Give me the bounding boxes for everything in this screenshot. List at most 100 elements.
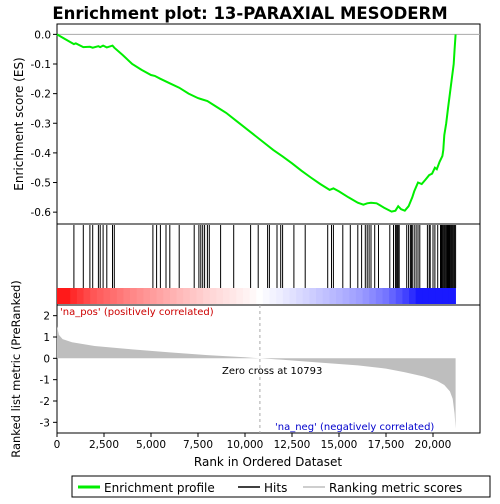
legend-box <box>71 475 491 498</box>
color-bar-segment <box>242 288 251 304</box>
color-bar-segment <box>262 288 270 304</box>
x-tick-label: 10,000 <box>227 439 264 451</box>
color-bar-segment <box>302 288 310 304</box>
hit-lines <box>73 225 457 288</box>
color-bar-segment <box>428 288 437 304</box>
es-y-tick-label: -0.2 <box>31 89 52 101</box>
x-tick-label: 12,500 <box>274 439 311 451</box>
color-bar-segment <box>382 288 390 304</box>
color-bar-segment <box>355 288 363 304</box>
color-bar-segment <box>76 288 84 304</box>
color-bar-segment <box>435 288 443 304</box>
negative-correlation-label: 'na_neg' (negatively correlated) <box>275 422 434 433</box>
color-bar-segment <box>289 288 297 304</box>
metric-y-tick-label: 2 <box>43 311 50 323</box>
color-bar-segment <box>183 288 191 304</box>
chart-title: Enrichment plot: 13-PARAXIAL MESODERM <box>52 4 447 23</box>
x-tick-label: 20,000 <box>415 439 452 451</box>
color-bar-segment <box>415 288 423 304</box>
color-bar-segment <box>209 288 217 304</box>
es-y-tick-label: -0.1 <box>31 59 52 71</box>
es-y-ticks: 0.0 -0.1 -0.2 -0.3 -0.4 -0.5 -0.6 <box>31 29 57 219</box>
es-y-axis-label: Enrichment score (ES) <box>12 57 26 190</box>
color-bar-segment <box>422 288 430 304</box>
zero-cross-label: Zero cross at 10793 <box>222 366 322 377</box>
es-y-tick-label: -0.3 <box>31 118 52 130</box>
metric-y-axis-label: Ranked list metric (PreRanked) <box>9 280 23 458</box>
metric-panel: 2 1 0 -1 -2 -3 'na_pos' (positively correlate… <box>40 304 481 434</box>
color-bar-segment <box>163 288 171 304</box>
metric-y-tick-label: 1 <box>43 332 50 344</box>
hits-panel <box>56 223 481 306</box>
color-bar-segment <box>282 288 290 304</box>
color-bar-segment <box>116 288 124 304</box>
color-bar-segment <box>409 288 417 304</box>
color-bar-segment <box>223 288 231 304</box>
color-bar-segment <box>276 288 284 304</box>
metric-y-tick-label: -3 <box>40 417 50 429</box>
x-axis-ticks: 0 2,500 5,000 7,500 10,000 12,500 15,000 17,500… <box>54 433 452 451</box>
color-bar-segment <box>143 288 151 304</box>
es-y-tick-label: -0.5 <box>31 178 52 190</box>
x-tick-label: 15,000 <box>321 439 358 451</box>
ranking-color-bar <box>57 288 456 304</box>
metric-y-ticks: 2 1 0 -1 -2 -3 <box>40 311 57 429</box>
color-bar-segment <box>402 288 410 304</box>
legend-label-profile: Enrichment profile <box>104 481 215 495</box>
x-tick-label: 0 <box>54 439 61 451</box>
color-bar-segment <box>57 288 65 304</box>
color-bar-segment <box>269 288 277 304</box>
color-bar-segment <box>203 288 211 304</box>
color-bar-segment <box>322 288 330 304</box>
color-bar-segment <box>395 288 403 304</box>
color-bar-segment <box>130 288 138 304</box>
color-bar-segment <box>63 288 71 304</box>
color-bar-segment <box>103 288 111 304</box>
color-bar-segment <box>196 288 204 304</box>
color-bar-segment <box>349 288 357 304</box>
color-bar-segment <box>169 288 177 304</box>
color-bar-segment <box>448 288 456 304</box>
color-bar-segment <box>136 288 144 304</box>
legend-label-hits: Hits <box>264 481 287 495</box>
color-bar-segment <box>256 288 264 304</box>
color-bar-segment <box>189 288 197 304</box>
es-y-tick-label: -0.4 <box>31 148 52 160</box>
x-tick-label: 7,500 <box>183 439 213 451</box>
color-bar-segment <box>96 288 104 304</box>
color-bar-segment <box>150 288 158 304</box>
color-bar-segment <box>309 288 317 304</box>
color-bar-segment <box>249 288 257 304</box>
color-bar-segment <box>329 288 337 304</box>
color-bar-segment <box>216 288 224 304</box>
color-bar-segment <box>236 288 244 304</box>
metric-y-tick-label: -2 <box>40 396 50 408</box>
color-bar-segment <box>176 288 184 304</box>
color-bar-segment <box>375 288 383 304</box>
es-panel-frame <box>56 23 481 225</box>
x-tick-label: 5,000 <box>136 439 166 451</box>
metric-y-tick-label: -1 <box>40 375 50 387</box>
legend: Enrichment profile Hits Ranking metric s… <box>71 475 491 498</box>
positive-correlation-label: 'na_pos' (positively correlated) <box>60 307 214 318</box>
es-y-tick-label: -0.6 <box>31 207 52 219</box>
x-tick-label: 2,500 <box>89 439 119 451</box>
color-bar-segment <box>229 288 237 304</box>
color-bar-segment <box>70 288 78 304</box>
color-bar-segment <box>90 288 98 304</box>
color-bar-segment <box>362 288 370 304</box>
color-bar-segment <box>110 288 118 304</box>
x-tick-label: 17,500 <box>368 439 405 451</box>
metric-y-tick-label: 0 <box>43 353 50 365</box>
color-bar-segment <box>296 288 304 304</box>
color-bar-segment <box>389 288 397 304</box>
enrichment-profile-line <box>56 33 457 213</box>
es-panel: 0.0 -0.1 -0.2 -0.3 -0.4 -0.5 -0.6 <box>31 23 481 225</box>
x-axis-label: Rank in Ordered Dataset <box>194 455 342 469</box>
color-bar-segment <box>316 288 324 304</box>
color-bar-segment <box>83 288 91 304</box>
ranking-metric-area <box>57 326 456 429</box>
color-bar-segment <box>156 288 164 304</box>
color-bar-segment <box>123 288 131 304</box>
